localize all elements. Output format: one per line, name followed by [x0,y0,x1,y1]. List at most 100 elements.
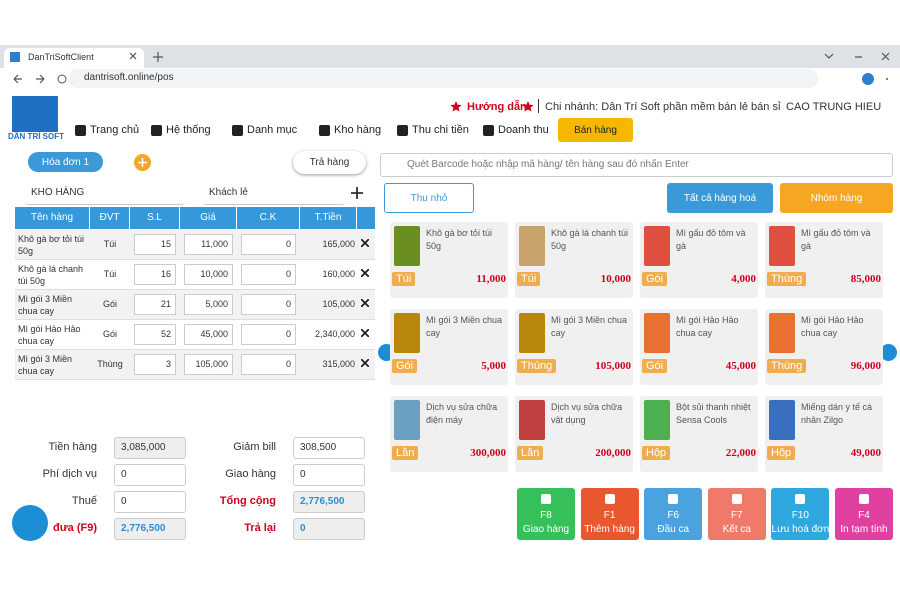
item-total: 315,000 [322,359,355,369]
nav-item[interactable]: Hệ thống [166,124,211,136]
nav-icon [75,125,86,136]
product-unit: Hộp [642,446,671,460]
nav-item[interactable]: Thu chi tiền [412,124,469,136]
table-header: Giá [180,207,237,229]
item-input[interactable]: 0 [241,294,296,315]
sell-button[interactable]: Bán hàng [558,118,633,142]
next-arrow[interactable] [880,344,897,361]
summary-value: 0 [293,518,365,540]
summary-value[interactable]: 0 [114,464,186,486]
item-input[interactable]: 11,000 [184,234,233,255]
action-label: Giao hàng [522,524,570,535]
item-unit: Gói [102,299,117,309]
delete-button[interactable] [361,239,369,247]
nav-icon [232,125,243,136]
nav-item[interactable]: Kho hàng [334,124,382,136]
product-price: 4,000 [731,273,756,285]
collapse-button[interactable]: Thu nhỏ [384,183,474,213]
product-unit: Gói [642,359,668,373]
product-unit: Hộp [767,446,796,460]
item-input[interactable]: 0 [241,324,296,345]
summary-label: Giảm bill [233,441,276,453]
nav-icon [483,125,494,136]
action-label: Thêm hàng [584,524,635,535]
table-header: ĐVT [90,207,130,229]
item-total: 105,000 [322,299,355,309]
product-unit: Thùng [517,359,557,373]
summary-value[interactable]: 308,500 [293,437,365,459]
item-input[interactable]: 0 [241,264,296,285]
product-image [394,226,420,266]
delete-button[interactable] [361,329,369,337]
action-icon [541,494,551,504]
summary-value[interactable]: 0 [293,464,365,486]
browser-tab[interactable]: DanTriSoftClient [4,48,144,68]
nav-item[interactable]: Danh mục [247,124,298,136]
product-price: 85,000 [850,273,881,285]
product-price: 10,000 [600,273,631,285]
invoice-tab[interactable]: Hóa đơn 1 [28,152,103,172]
action-label: In tạm tính [840,524,888,535]
action-icon [859,494,869,504]
delete-button[interactable] [361,299,369,307]
action-key: F10 [791,510,809,521]
item-input[interactable]: 15 [134,234,176,255]
customer-select[interactable]: Khách lẻ [203,183,345,205]
action-label: Kết ca [722,524,751,535]
barcode-search[interactable]: Quét Barcode hoặc nhập mã hàng/ tên hàng… [380,153,893,177]
user[interactable]: CAO TRUNG HIEU [786,101,882,113]
product-image [769,226,795,266]
item-input[interactable]: 0 [241,354,296,375]
all-products-button[interactable]: Tất cả hàng hoá [667,183,773,213]
item-unit: Túi [103,269,117,279]
separator [538,99,539,113]
product-name: Khô gà bơ tỏi túi 50g [426,228,492,251]
group-button[interactable]: Nhóm hàng [780,183,893,213]
guide-link[interactable]: Hướng dẫn [467,101,527,113]
item-input[interactable]: 16 [134,264,176,285]
product-image [519,400,545,440]
action-label: Đầu ca [657,524,690,535]
add-customer[interactable] [351,187,363,199]
product-name: Bột sủi thanh nhiệt Sensa Cools [676,402,751,425]
summary-label: Giao hàng [225,468,276,480]
item-input[interactable]: 105,000 [184,354,233,375]
product-name: Mì gói 3 Miền chua cay [426,315,503,338]
item-input[interactable]: 0 [241,234,296,255]
product-name: Miếng dán y tế cá nhân Zilgo [801,402,873,425]
return-button[interactable]: Trả hàng [293,151,366,174]
item-total: 2,340,000 [314,329,355,339]
delete-button[interactable] [361,359,369,367]
summary-value[interactable]: 0 [114,491,186,513]
item-input[interactable]: 52 [134,324,176,345]
product-name: Mì gấu đỏ tôm và gà [801,228,871,251]
product-unit: Túi [392,272,416,286]
nav-item[interactable]: Doanh thu [498,124,549,136]
product-name: Dịch vụ sửa chữa vật dụng [551,402,623,425]
chat-bubble[interactable] [12,505,48,541]
browser-icons [13,52,890,85]
item-input[interactable]: 5,000 [184,294,233,315]
item-input[interactable]: 21 [134,294,176,315]
item-name: Mì gói 3 Miền chua cay [18,354,73,376]
item-input[interactable]: 3 [134,354,176,375]
table-header: Tên hàng [15,207,90,229]
add-tab[interactable] [134,154,151,171]
warehouse-select[interactable]: KHO HÀNG [25,183,185,205]
delete-button[interactable] [361,269,369,277]
product-name: Mì gói 3 Miền chua cay [551,315,628,338]
item-name: Khô gà lá chanh túi 50g [18,264,84,286]
address-bar[interactable]: dantrisoft.online/pos [68,69,818,88]
product-image [394,313,420,353]
item-total: 160,000 [322,269,355,279]
product-image [519,226,545,266]
item-total: 165,000 [322,239,355,249]
item-input[interactable]: 45,000 [184,324,233,345]
tab-strip [0,45,900,68]
item-unit: Túi [103,239,117,249]
item-input[interactable]: 10,000 [184,264,233,285]
logo [12,96,58,132]
item-name: Mì gói 3 Miền chua cay [18,294,73,316]
nav-item[interactable]: Trang chủ [90,124,140,136]
